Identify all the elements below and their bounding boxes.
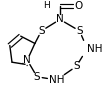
Text: NH: NH xyxy=(49,75,64,85)
Text: S: S xyxy=(34,72,40,82)
Text: N: N xyxy=(23,55,31,65)
Text: N: N xyxy=(56,14,64,24)
Text: H: H xyxy=(43,1,50,10)
Text: S: S xyxy=(38,26,45,36)
Text: NH: NH xyxy=(87,44,103,54)
Text: S: S xyxy=(73,61,80,71)
Text: O: O xyxy=(74,1,83,11)
Text: S: S xyxy=(76,26,83,36)
